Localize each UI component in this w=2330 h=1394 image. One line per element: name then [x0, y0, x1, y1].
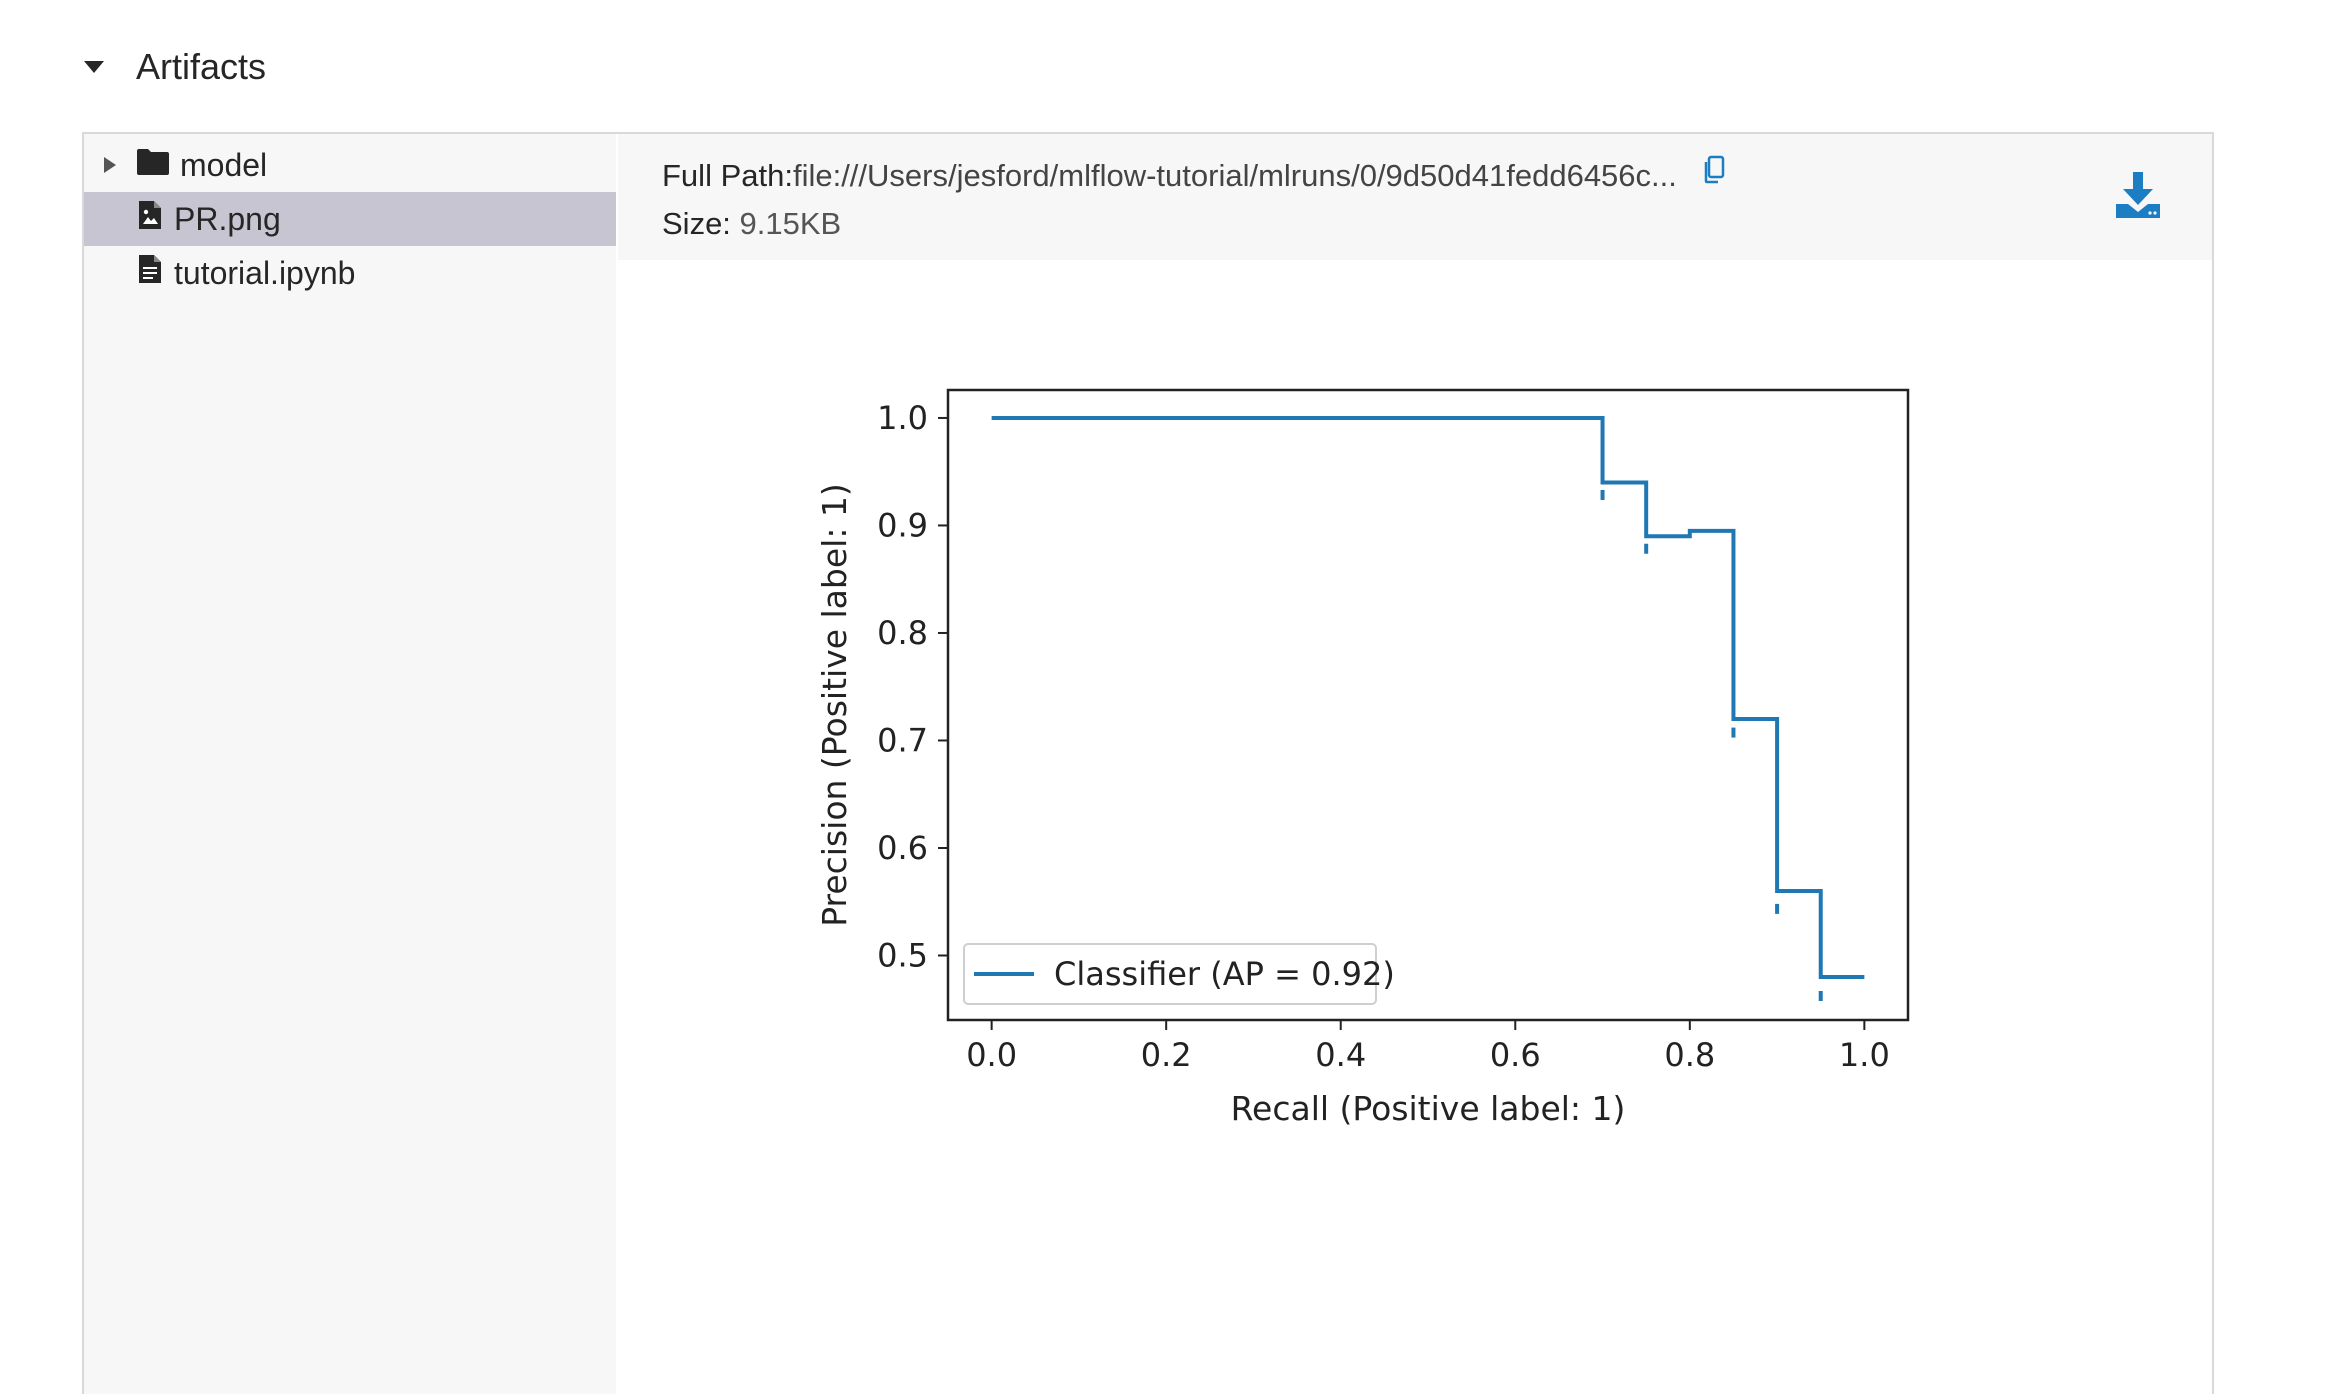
copy-icon[interactable]: [1702, 155, 1726, 193]
section-title: Artifacts: [136, 46, 267, 87]
x-tick-label: 0.8: [1664, 1036, 1715, 1074]
file-icon: [138, 254, 162, 292]
plot-frame: [946, 388, 1910, 1022]
tree-item-label: tutorial.ipynb: [174, 254, 356, 291]
artifact-tree: model PR.png tutorial.ipynb: [84, 134, 616, 1394]
artifact-detail-header: Full Path:file:///Users/jesford/mlflow-t…: [618, 134, 2212, 260]
full-path-value: file:///Users/jesford/mlflow-tutorial/ml…: [792, 158, 1677, 193]
download-icon[interactable]: [2114, 170, 2162, 225]
full-path: Full Path:file:///Users/jesford/mlflow-t…: [662, 155, 1726, 194]
y-tick-label: 0.8: [877, 614, 928, 652]
tree-item-label: model: [180, 146, 268, 183]
tree-item-model[interactable]: model: [84, 138, 616, 192]
y-tick-label: 0.5: [877, 936, 928, 974]
y-axis-label: Precision (Positive label: 1): [815, 483, 854, 927]
tree-item-tutorial-ipynb[interactable]: tutorial.ipynb: [84, 246, 616, 300]
y-tick-label: 1.0: [877, 399, 928, 437]
x-tick-label: 1.0: [1839, 1036, 1890, 1074]
legend-box: [963, 943, 1377, 1005]
series-line: [991, 415, 1865, 979]
artifacts-panel: model PR.png tutorial.ipynb Full Path:fi…: [82, 132, 2214, 1394]
tree-item-label: PR.png: [174, 200, 281, 237]
file-size: Size: 9.15KB: [662, 206, 841, 242]
tree-item-pr-png[interactable]: PR.png: [84, 192, 616, 246]
image-file-icon: [138, 200, 162, 238]
x-tick-label: 0.0: [966, 1036, 1017, 1074]
size-value: 9.15KB: [739, 206, 842, 241]
caret-down-icon: [84, 61, 104, 73]
pr-curve-chart: 0.0 0.2 0.4 0.6 0.8 1.0 0.5 0.6 0.7 0.8 0.9 1.0 Reca…: [815, 388, 1910, 1128]
y-tick-label: 0.6: [877, 829, 928, 867]
x-tick-label: 0.6: [1490, 1036, 1541, 1074]
y-tick-label: 0.7: [877, 721, 928, 759]
full-path-label: Full Path:: [662, 158, 793, 193]
artifact-image-preview: 0.0 0.2 0.4 0.6 0.8 1.0 0.5 0.6 0.7 0.8 0.9 1.0 Reca…: [618, 260, 2212, 1394]
x-axis-label: Recall (Positive label: 1): [1231, 1089, 1626, 1128]
y-tick-label: 0.9: [877, 506, 928, 544]
caret-right-icon[interactable]: [104, 157, 116, 173]
x-tick-label: 0.2: [1141, 1036, 1192, 1074]
x-tick-label: 0.4: [1315, 1036, 1366, 1074]
artifacts-section-toggle[interactable]: Artifacts: [84, 46, 266, 88]
folder-icon: [136, 147, 170, 184]
legend-label: Classifier (AP = 0.92): [1054, 955, 1395, 993]
size-label: Size:: [662, 206, 731, 241]
